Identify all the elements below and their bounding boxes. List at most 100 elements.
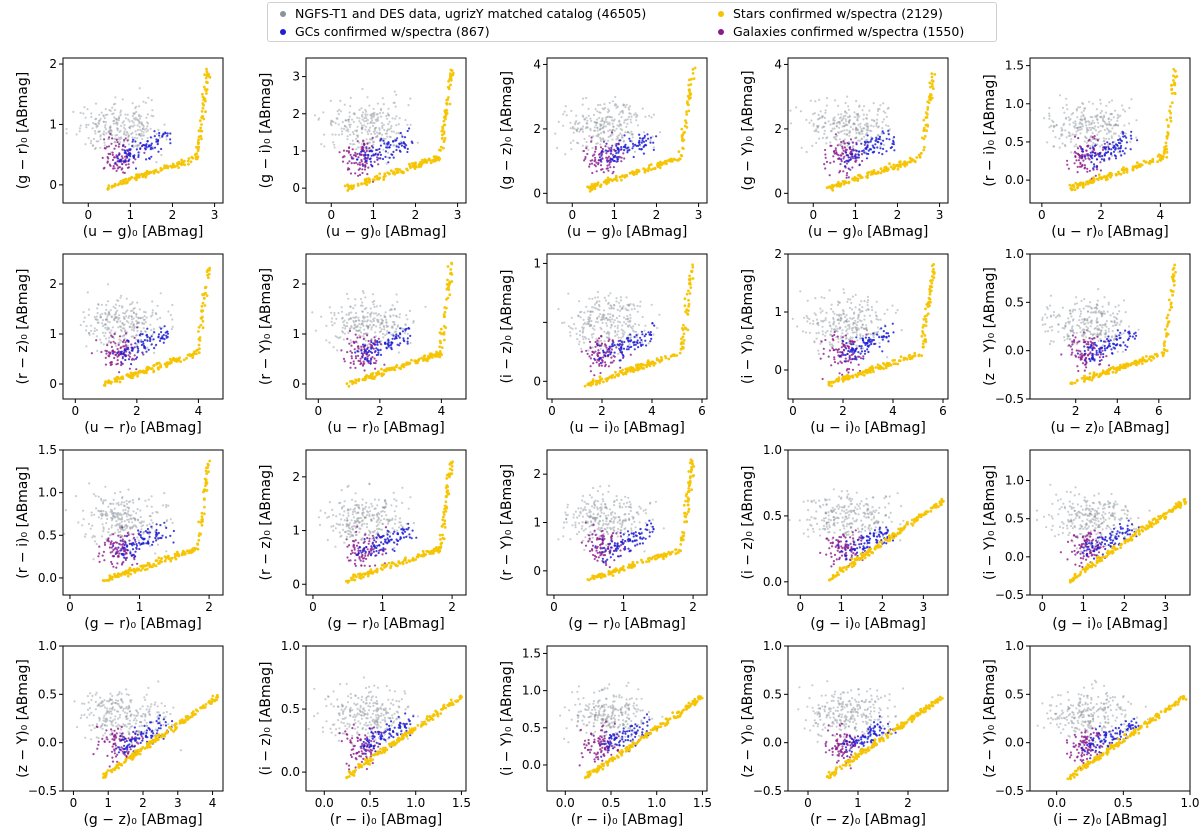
point-data — [128, 126, 131, 129]
point-gc — [161, 335, 164, 338]
point-data — [348, 317, 351, 320]
point-galaxy — [369, 360, 372, 363]
point-data — [395, 293, 398, 296]
point-data — [576, 338, 579, 341]
point-star — [417, 358, 420, 362]
point-data — [412, 320, 415, 323]
point-gc — [865, 147, 868, 151]
point-galaxy — [118, 143, 121, 146]
point-data — [144, 330, 147, 333]
point-data — [855, 132, 858, 135]
point-data — [383, 328, 386, 331]
point-data — [337, 311, 340, 315]
point-gc — [402, 337, 405, 340]
point-data — [117, 326, 120, 329]
point-gc — [876, 146, 879, 149]
y-tick-label: 2 — [533, 122, 541, 136]
point-data — [1099, 145, 1102, 148]
point-data — [104, 124, 107, 127]
point-gc — [366, 347, 369, 350]
point-gc — [164, 331, 167, 334]
point-data — [357, 146, 360, 149]
point-gc — [1116, 143, 1119, 147]
point-gc — [372, 342, 375, 345]
point-gc — [152, 338, 155, 341]
point-data — [876, 134, 880, 137]
point-galaxy — [841, 145, 844, 148]
point-data — [1079, 121, 1082, 124]
point-data — [142, 131, 145, 134]
point-star — [917, 153, 921, 157]
point-data — [591, 327, 594, 330]
point-data — [384, 316, 387, 319]
point-galaxy — [372, 361, 376, 365]
point-gc — [857, 153, 861, 157]
point-star — [866, 171, 869, 175]
point-data — [823, 121, 827, 124]
point-data — [128, 303, 132, 306]
point-data — [845, 112, 848, 115]
point-data — [333, 322, 336, 325]
point-galaxy — [114, 342, 117, 345]
point-star — [207, 276, 210, 280]
point-star — [922, 118, 926, 122]
point-data — [1084, 118, 1087, 121]
point-data — [107, 131, 110, 134]
point-data — [609, 134, 612, 137]
point-data — [115, 345, 118, 348]
point-data — [128, 126, 131, 129]
point-data — [1070, 113, 1073, 116]
point-data — [99, 146, 102, 149]
point-data — [369, 307, 372, 310]
point-galaxy — [598, 363, 601, 366]
point-gc — [374, 350, 377, 353]
point-star — [136, 374, 140, 378]
point-data — [121, 322, 124, 325]
point-data — [629, 326, 633, 329]
point-gc — [377, 349, 380, 352]
point-data — [371, 112, 374, 115]
point-galaxy — [1084, 157, 1087, 160]
point-gc — [377, 153, 380, 156]
point-galaxy — [354, 333, 357, 336]
point-gc — [638, 137, 642, 140]
point-data — [845, 133, 849, 136]
point-gc — [623, 149, 626, 152]
point-data — [149, 323, 152, 326]
point-data — [363, 320, 366, 323]
point-data — [1073, 145, 1076, 148]
point-data — [398, 117, 401, 120]
point-data — [362, 335, 365, 338]
point-data — [580, 347, 583, 350]
point-galaxy — [615, 142, 618, 146]
point-galaxy — [1091, 136, 1094, 139]
point-gc — [147, 348, 150, 351]
point-data — [104, 318, 107, 321]
point-gc — [854, 157, 857, 160]
point-galaxy — [109, 363, 112, 367]
x-tick-label: 1 — [127, 208, 135, 222]
point-star — [1159, 159, 1162, 162]
point-data — [573, 123, 577, 126]
point-data — [826, 136, 829, 139]
point-data — [1051, 119, 1054, 122]
point-data — [109, 109, 112, 112]
point-galaxy — [610, 348, 614, 351]
point-data — [389, 315, 392, 318]
point-data — [347, 120, 350, 123]
point-data — [128, 315, 131, 318]
point-data — [121, 327, 124, 330]
point-data — [380, 115, 383, 118]
point-data — [387, 114, 391, 117]
point-gc — [627, 348, 630, 351]
point-data — [1114, 123, 1118, 126]
point-data — [370, 138, 373, 141]
point-data — [616, 308, 619, 311]
point-gc — [143, 147, 147, 150]
point-galaxy — [599, 164, 603, 167]
point-data — [587, 349, 590, 352]
point-data — [333, 311, 336, 315]
point-data — [825, 142, 828, 145]
point-data — [129, 309, 133, 313]
point-star — [410, 162, 414, 165]
